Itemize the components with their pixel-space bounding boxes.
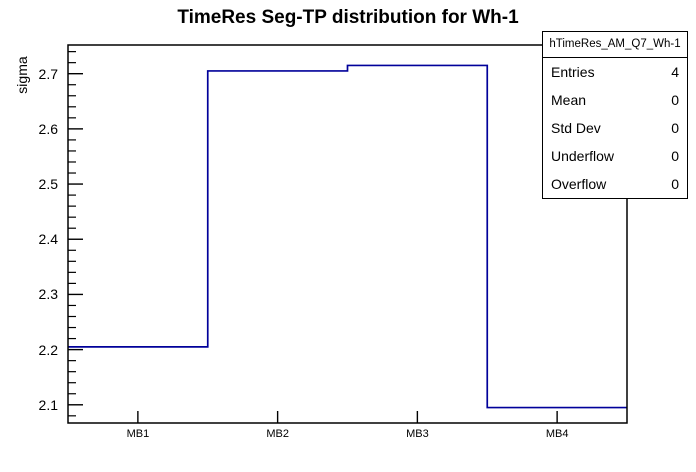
stats-box-title: hTimeRes_AM_Q7_Wh-1 <box>543 32 687 58</box>
stats-box: hTimeRes_AM_Q7_Wh-1 Entries 4 Mean 0 Std Dev… <box>542 31 688 199</box>
y-tick-label: 2.1 <box>38 396 58 413</box>
stats-row-label: Underflow <box>551 148 615 164</box>
y-tick-label: 2.5 <box>38 176 58 193</box>
stats-row-value: 0 <box>671 120 679 136</box>
y-tick-label: 2.3 <box>38 286 58 303</box>
y-axis-title: sigma <box>14 56 30 94</box>
plot-title: TimeRes Seg-TP distribution for Wh-1 <box>177 7 519 28</box>
stats-row-value: 0 <box>671 148 679 164</box>
stats-row: Entries 4 <box>543 58 687 86</box>
plot-frame <box>67 44 628 424</box>
x-tick-label: MB4 <box>545 428 569 440</box>
stats-row-value: 4 <box>671 64 679 80</box>
x-tick-label: MB2 <box>266 428 289 440</box>
stats-row-label: Overflow <box>551 176 607 192</box>
stats-row: Std Dev 0 <box>543 114 687 142</box>
stats-row-label: Std Dev <box>551 120 601 136</box>
y-tick-label: 2.6 <box>38 120 58 137</box>
stats-row: Mean 0 <box>543 86 687 114</box>
x-tick-label: MB1 <box>126 428 150 440</box>
stats-row-value: 0 <box>671 92 679 108</box>
stats-row-value: 0 <box>671 176 679 192</box>
y-tick-label: 2.7 <box>38 65 58 82</box>
stats-box-rows: Entries 4 Mean 0 Std Dev 0 Underflow 0 Overflow 0 <box>543 58 687 198</box>
y-tick-label: 2.2 <box>38 341 58 358</box>
stats-row-label: Mean <box>551 92 587 108</box>
y-tick-label: 2.4 <box>38 231 58 248</box>
stats-row: Overflow 0 <box>543 170 687 198</box>
x-tick-label: MB3 <box>406 428 429 440</box>
histogram-line <box>68 64 627 409</box>
stats-row: Underflow 0 <box>543 142 687 170</box>
stats-row-label: Entries <box>551 64 595 80</box>
